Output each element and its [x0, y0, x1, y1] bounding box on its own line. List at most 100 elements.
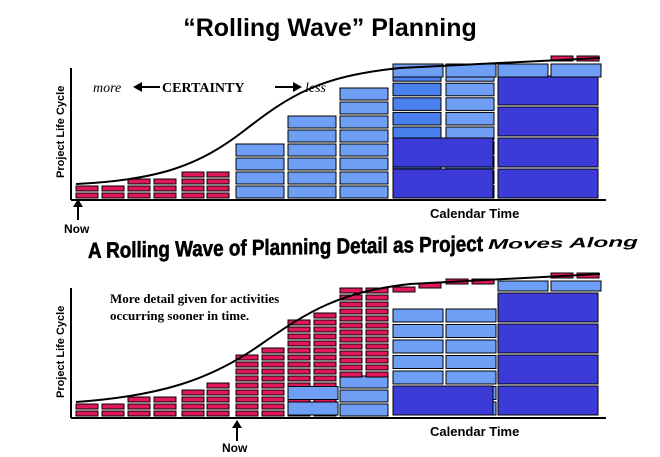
- bottom-now-label: Now: [222, 441, 248, 455]
- blue-work-block: [445, 97, 495, 111]
- pink-work-block: [339, 315, 363, 322]
- bottom-xlabel: Calendar Time: [430, 424, 519, 439]
- pink-work-block: [392, 286, 416, 293]
- blue-work-block: [339, 171, 389, 185]
- dark-work-block: [497, 292, 599, 323]
- blue-work-block: [392, 308, 444, 323]
- pink-work-block: [153, 178, 177, 185]
- blue-work-block: [339, 185, 389, 199]
- top-now-arrow-icon: [73, 199, 83, 220]
- pink-work-block: [75, 410, 99, 417]
- pink-work-block: [235, 403, 259, 410]
- banner: A Rolling Wave of Planning Detail as Pro…: [88, 231, 639, 264]
- pink-work-block: [235, 389, 259, 396]
- pink-work-block: [313, 312, 337, 319]
- pink-work-block: [339, 308, 363, 315]
- banner-main: A Rolling Wave of Planning Detail as Pro…: [88, 231, 484, 263]
- pink-work-block: [261, 368, 285, 375]
- pink-work-block: [365, 287, 389, 294]
- pink-work-block: [75, 192, 99, 199]
- dark-work-block: [497, 168, 599, 199]
- blue-work-block: [235, 185, 285, 199]
- pink-work-block: [313, 319, 337, 326]
- pink-work-block: [313, 361, 337, 368]
- dark-work-block: [497, 323, 599, 354]
- pink-work-block: [313, 375, 337, 382]
- pink-work-block: [101, 403, 125, 410]
- blue-work-block: [392, 111, 442, 126]
- pink-work-block: [261, 361, 285, 368]
- pink-work-block: [313, 368, 337, 375]
- pink-work-block: [206, 403, 230, 410]
- blue-work-block: [392, 370, 444, 385]
- pink-work-block: [339, 322, 363, 329]
- blue-work-block: [392, 324, 444, 338]
- blue-work-block: [339, 389, 389, 403]
- blue-work-block: [339, 403, 389, 417]
- blue-work-block: [235, 157, 285, 171]
- top-s-curve: [75, 57, 601, 185]
- pink-work-block: [127, 410, 151, 417]
- top-chart-blocks: [75, 55, 602, 199]
- pink-work-block: [287, 347, 311, 354]
- blue-work-block: [445, 111, 495, 126]
- pink-work-block: [287, 375, 311, 382]
- pink-work-block: [101, 410, 125, 417]
- pink-work-block: [365, 294, 389, 301]
- blue-work-block: [287, 115, 337, 129]
- pink-work-block: [339, 329, 363, 336]
- pink-work-block: [181, 403, 205, 410]
- pink-work-block: [181, 396, 205, 403]
- top-chart-axes: [70, 68, 606, 201]
- page-title: “Rolling Wave” Planning: [183, 14, 477, 42]
- bottom-ylabel: Project Life Cycle: [55, 306, 67, 398]
- pink-work-block: [127, 396, 151, 403]
- pink-work-block: [153, 403, 177, 410]
- top-ylabel: Project Life Cycle: [55, 86, 67, 178]
- pink-work-block: [365, 308, 389, 315]
- pink-work-block: [206, 396, 230, 403]
- blue-work-block: [392, 97, 442, 111]
- top-now-label: Now: [64, 222, 90, 236]
- pink-work-block: [153, 396, 177, 403]
- bottom-chart-axes: [70, 288, 606, 419]
- blue-work-block: [392, 355, 444, 369]
- pink-work-block: [206, 185, 230, 192]
- pink-work-block: [339, 371, 363, 378]
- pink-work-block: [235, 396, 259, 403]
- pink-work-block: [365, 364, 389, 371]
- pink-work-block: [339, 287, 363, 294]
- blue-work-block: [392, 339, 444, 354]
- blue-work-block: [550, 63, 602, 78]
- blue-work-block: [339, 101, 389, 115]
- pink-work-block: [287, 354, 311, 361]
- pink-work-block: [365, 315, 389, 322]
- pink-work-block: [153, 185, 177, 192]
- bottom-chart-blocks: [75, 272, 602, 417]
- blue-work-block: [497, 63, 549, 78]
- pink-work-block: [287, 340, 311, 347]
- pink-work-block: [206, 382, 230, 389]
- pink-work-block: [127, 185, 151, 192]
- blue-work-block: [339, 143, 389, 157]
- pink-work-block: [339, 301, 363, 308]
- pink-work-block: [365, 329, 389, 336]
- blue-work-block: [550, 280, 602, 292]
- pink-work-block: [261, 410, 285, 417]
- blue-work-block: [287, 401, 339, 416]
- left-arrow-icon: [133, 82, 160, 92]
- pink-work-block: [287, 333, 311, 340]
- pink-work-block: [181, 389, 205, 396]
- bottom-s-curve: [75, 273, 601, 403]
- pink-work-block: [153, 410, 177, 417]
- pink-work-block: [313, 333, 337, 340]
- blue-work-block: [287, 386, 339, 400]
- dark-work-block: [497, 354, 599, 385]
- pink-work-block: [206, 192, 230, 199]
- dark-work-block: [392, 168, 494, 199]
- dark-work-block: [497, 106, 599, 137]
- blue-work-block: [235, 143, 285, 157]
- pink-work-block: [261, 403, 285, 410]
- pink-work-block: [206, 389, 230, 396]
- blue-work-block: [445, 355, 497, 369]
